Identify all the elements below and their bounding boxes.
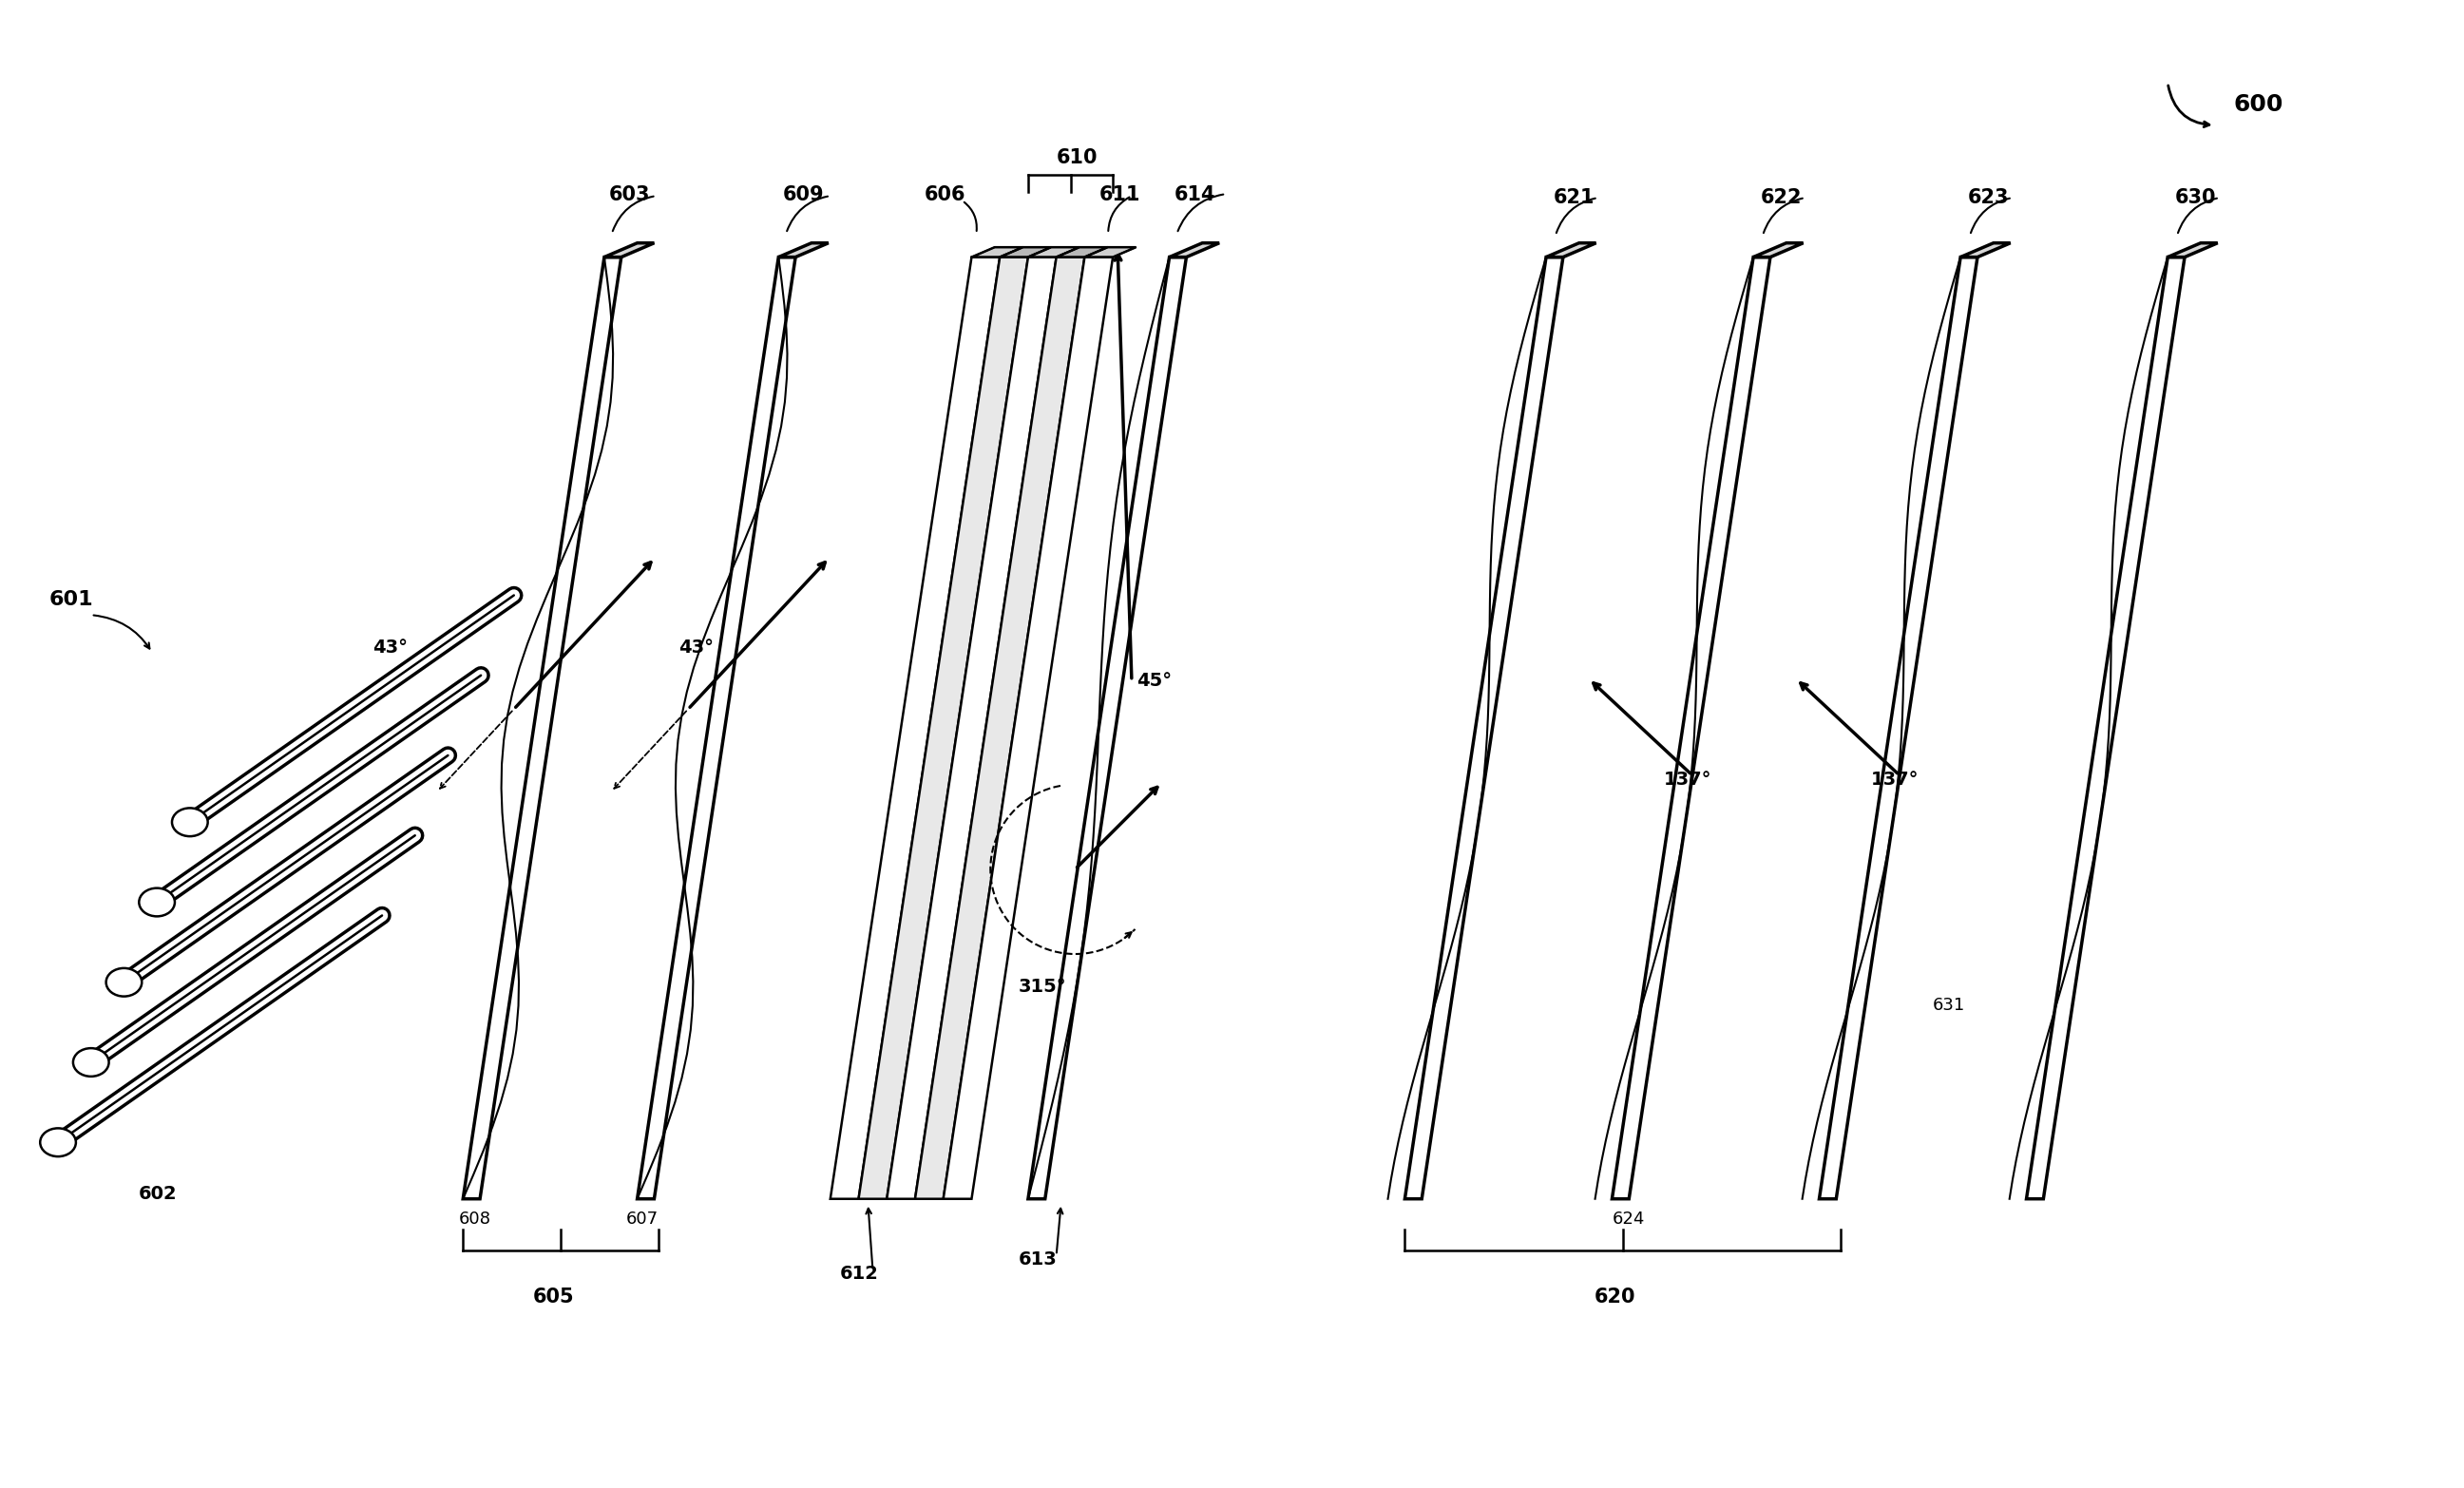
Ellipse shape bbox=[138, 888, 175, 917]
Polygon shape bbox=[1084, 247, 1136, 257]
Text: 624: 624 bbox=[1611, 1211, 1643, 1228]
Polygon shape bbox=[2168, 243, 2218, 257]
Polygon shape bbox=[1818, 257, 1979, 1199]
Polygon shape bbox=[1754, 243, 1804, 257]
Text: 610: 610 bbox=[1057, 149, 1096, 168]
Text: 603: 603 bbox=[609, 186, 650, 204]
Text: 614: 614 bbox=[1173, 186, 1215, 204]
Text: 45°: 45° bbox=[1136, 671, 1173, 689]
Text: 608: 608 bbox=[458, 1211, 490, 1228]
Polygon shape bbox=[1404, 257, 1562, 1199]
Polygon shape bbox=[1057, 247, 1109, 257]
Ellipse shape bbox=[106, 969, 143, 997]
Text: 612: 612 bbox=[840, 1265, 880, 1283]
Text: 606: 606 bbox=[924, 186, 966, 204]
Polygon shape bbox=[1170, 243, 1220, 257]
Text: 315°: 315° bbox=[1018, 978, 1067, 995]
Polygon shape bbox=[887, 257, 1057, 1199]
Text: 620: 620 bbox=[1594, 1287, 1636, 1306]
Polygon shape bbox=[971, 247, 1023, 257]
Polygon shape bbox=[1027, 257, 1185, 1199]
Text: 43°: 43° bbox=[372, 638, 407, 656]
Text: 137°: 137° bbox=[1663, 771, 1712, 789]
Text: 605: 605 bbox=[532, 1287, 574, 1306]
Polygon shape bbox=[857, 257, 1027, 1199]
Ellipse shape bbox=[39, 1128, 76, 1156]
Polygon shape bbox=[1000, 247, 1052, 257]
Polygon shape bbox=[779, 243, 828, 257]
Text: 611: 611 bbox=[1099, 186, 1141, 204]
Polygon shape bbox=[1545, 243, 1597, 257]
Polygon shape bbox=[638, 257, 796, 1199]
Text: 137°: 137° bbox=[1870, 771, 1919, 789]
Ellipse shape bbox=[172, 808, 207, 836]
Text: 613: 613 bbox=[1018, 1250, 1057, 1269]
Text: 43°: 43° bbox=[678, 638, 715, 656]
Polygon shape bbox=[2025, 257, 2186, 1199]
Polygon shape bbox=[944, 257, 1114, 1199]
Text: 600: 600 bbox=[2235, 94, 2284, 116]
Polygon shape bbox=[1611, 257, 1769, 1199]
Text: 601: 601 bbox=[49, 591, 94, 610]
Text: 607: 607 bbox=[626, 1211, 658, 1228]
Polygon shape bbox=[1027, 247, 1079, 257]
Polygon shape bbox=[604, 243, 653, 257]
Text: 621: 621 bbox=[1555, 187, 1594, 207]
Polygon shape bbox=[914, 257, 1084, 1199]
Text: 623: 623 bbox=[1969, 187, 2008, 207]
Text: 609: 609 bbox=[784, 186, 825, 204]
Polygon shape bbox=[463, 257, 621, 1199]
Ellipse shape bbox=[74, 1048, 108, 1076]
Polygon shape bbox=[1961, 243, 2011, 257]
Text: 630: 630 bbox=[2176, 187, 2218, 207]
Text: 602: 602 bbox=[138, 1184, 177, 1202]
Text: 631: 631 bbox=[1932, 997, 1964, 1015]
Text: 622: 622 bbox=[1762, 187, 1801, 207]
Polygon shape bbox=[830, 257, 1000, 1199]
